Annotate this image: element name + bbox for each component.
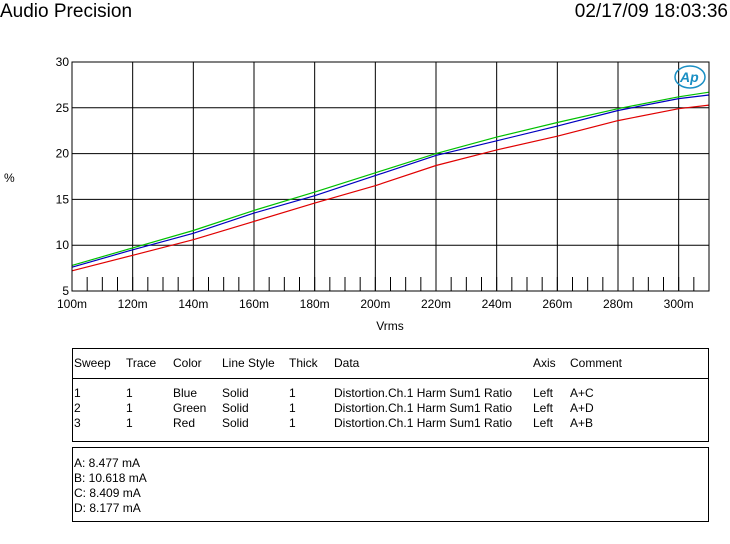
legend-header-cell: Sweep <box>74 356 111 370</box>
legend-header-divider <box>73 378 708 379</box>
legend-row-cell: Solid <box>222 386 249 400</box>
legend-row-cell: Blue <box>173 386 198 400</box>
legend-row-cell: 2 <box>74 401 81 415</box>
legend-row-cell: 1 <box>126 401 133 415</box>
legend-row-cell: Left <box>533 416 554 430</box>
x-tick-label: 160m <box>239 297 269 311</box>
series-line-green <box>71 91 710 266</box>
y-tick-label: 10 <box>56 238 70 252</box>
y-tick-label: 15 <box>56 192 70 206</box>
legend-header-cell: Color <box>173 356 202 370</box>
note-line: C: 8.409 mA <box>74 486 141 500</box>
legend-row-cell: Solid <box>222 401 249 415</box>
legend-row-cell: Distortion.Ch.1 Harm Sum1 Ratio <box>334 386 513 400</box>
series-line-blue <box>71 94 710 268</box>
series-line-red <box>71 104 710 272</box>
legend-row-cell: Left <box>533 386 554 400</box>
legend-header-cell: Line Style <box>222 356 275 370</box>
x-tick-labels: 100m 120m 140m 160m 180m 200m 220m 240m 260m 280m… <box>57 297 694 311</box>
ap-logo-icon: Ap <box>674 65 706 89</box>
x-tick-label: 140m <box>178 297 208 311</box>
x-tick-label: 260m <box>542 297 572 311</box>
y-tick-label: 20 <box>56 147 70 161</box>
chart-series <box>71 91 710 272</box>
legend-row-cell: Green <box>173 401 207 415</box>
legend-row-cell: Left <box>533 401 554 415</box>
note-line: B: 10.618 mA <box>74 471 147 485</box>
legend-header-cell: Trace <box>126 356 157 370</box>
legend-row-cell: 1 <box>289 386 296 400</box>
x-tick-label: 240m <box>482 297 512 311</box>
x-tick-label: 180m <box>300 297 330 311</box>
x-axis-label: Vrms <box>376 319 404 333</box>
x-tick-label: 280m <box>603 297 633 311</box>
y-tick-label: 5 <box>62 284 69 298</box>
x-tick-label: 300m <box>664 297 694 311</box>
legend-header-cell: Comment <box>570 356 623 370</box>
chart-grid <box>71 61 709 292</box>
legend-row-cell: 1 <box>289 416 296 430</box>
legend-row-cell: 3 <box>74 416 81 430</box>
legend-table: Sweep Trace Color Line Style Thick Data Axis Co… <box>72 348 709 442</box>
legend-row-cell: Solid <box>222 416 249 430</box>
y-tick-label: 30 <box>56 55 70 69</box>
legend-row-cell: 1 <box>289 401 296 415</box>
legend-header-cell: Thick <box>289 356 318 370</box>
legend-row-cell: 1 <box>126 386 133 400</box>
x-tick-label: 200m <box>360 297 390 311</box>
legend-row-cell: Distortion.Ch.1 Harm Sum1 Ratio <box>334 416 513 430</box>
chart-minor-ticks <box>71 277 710 291</box>
note-line: A: 8.477 mA <box>74 456 141 470</box>
x-tick-label: 220m <box>421 297 451 311</box>
distortion-chart: 5 10 15 20 25 30 100m 120m 140m 160m 180m 200m 220m… <box>4 55 710 333</box>
legend-row-cell: Red <box>173 416 196 430</box>
y-tick-label: 25 <box>56 101 70 115</box>
note-line: D: 8.177 mA <box>74 501 141 515</box>
legend-row-cell: A+B <box>570 416 594 430</box>
x-tick-label: 120m <box>118 297 148 311</box>
legend-row-cell: Distortion.Ch.1 Harm Sum1 Ratio <box>334 401 513 415</box>
legend-header-cell: Axis <box>533 356 556 370</box>
report-timestamp: 02/17/09 18:03:36 <box>574 1 728 22</box>
plot-frame <box>71 61 710 292</box>
legend-row-cell: 1 <box>126 416 133 430</box>
y-tick-labels: 5 10 15 20 25 30 <box>56 55 70 298</box>
legend-header-cell: Data <box>334 356 360 370</box>
legend-row-cell: A+C <box>570 386 594 400</box>
notes-panel: A: 8.477 mA B: 10.618 mA C: 8.409 mA D: 8.1… <box>72 447 709 522</box>
ap-logo-text: Ap <box>679 69 699 85</box>
report-title: Audio Precision <box>0 1 133 22</box>
legend-row-cell: A+D <box>570 401 594 415</box>
x-tick-label: 100m <box>57 297 87 311</box>
legend-row-cell: 1 <box>74 386 81 400</box>
y-axis-label: % <box>4 171 15 185</box>
